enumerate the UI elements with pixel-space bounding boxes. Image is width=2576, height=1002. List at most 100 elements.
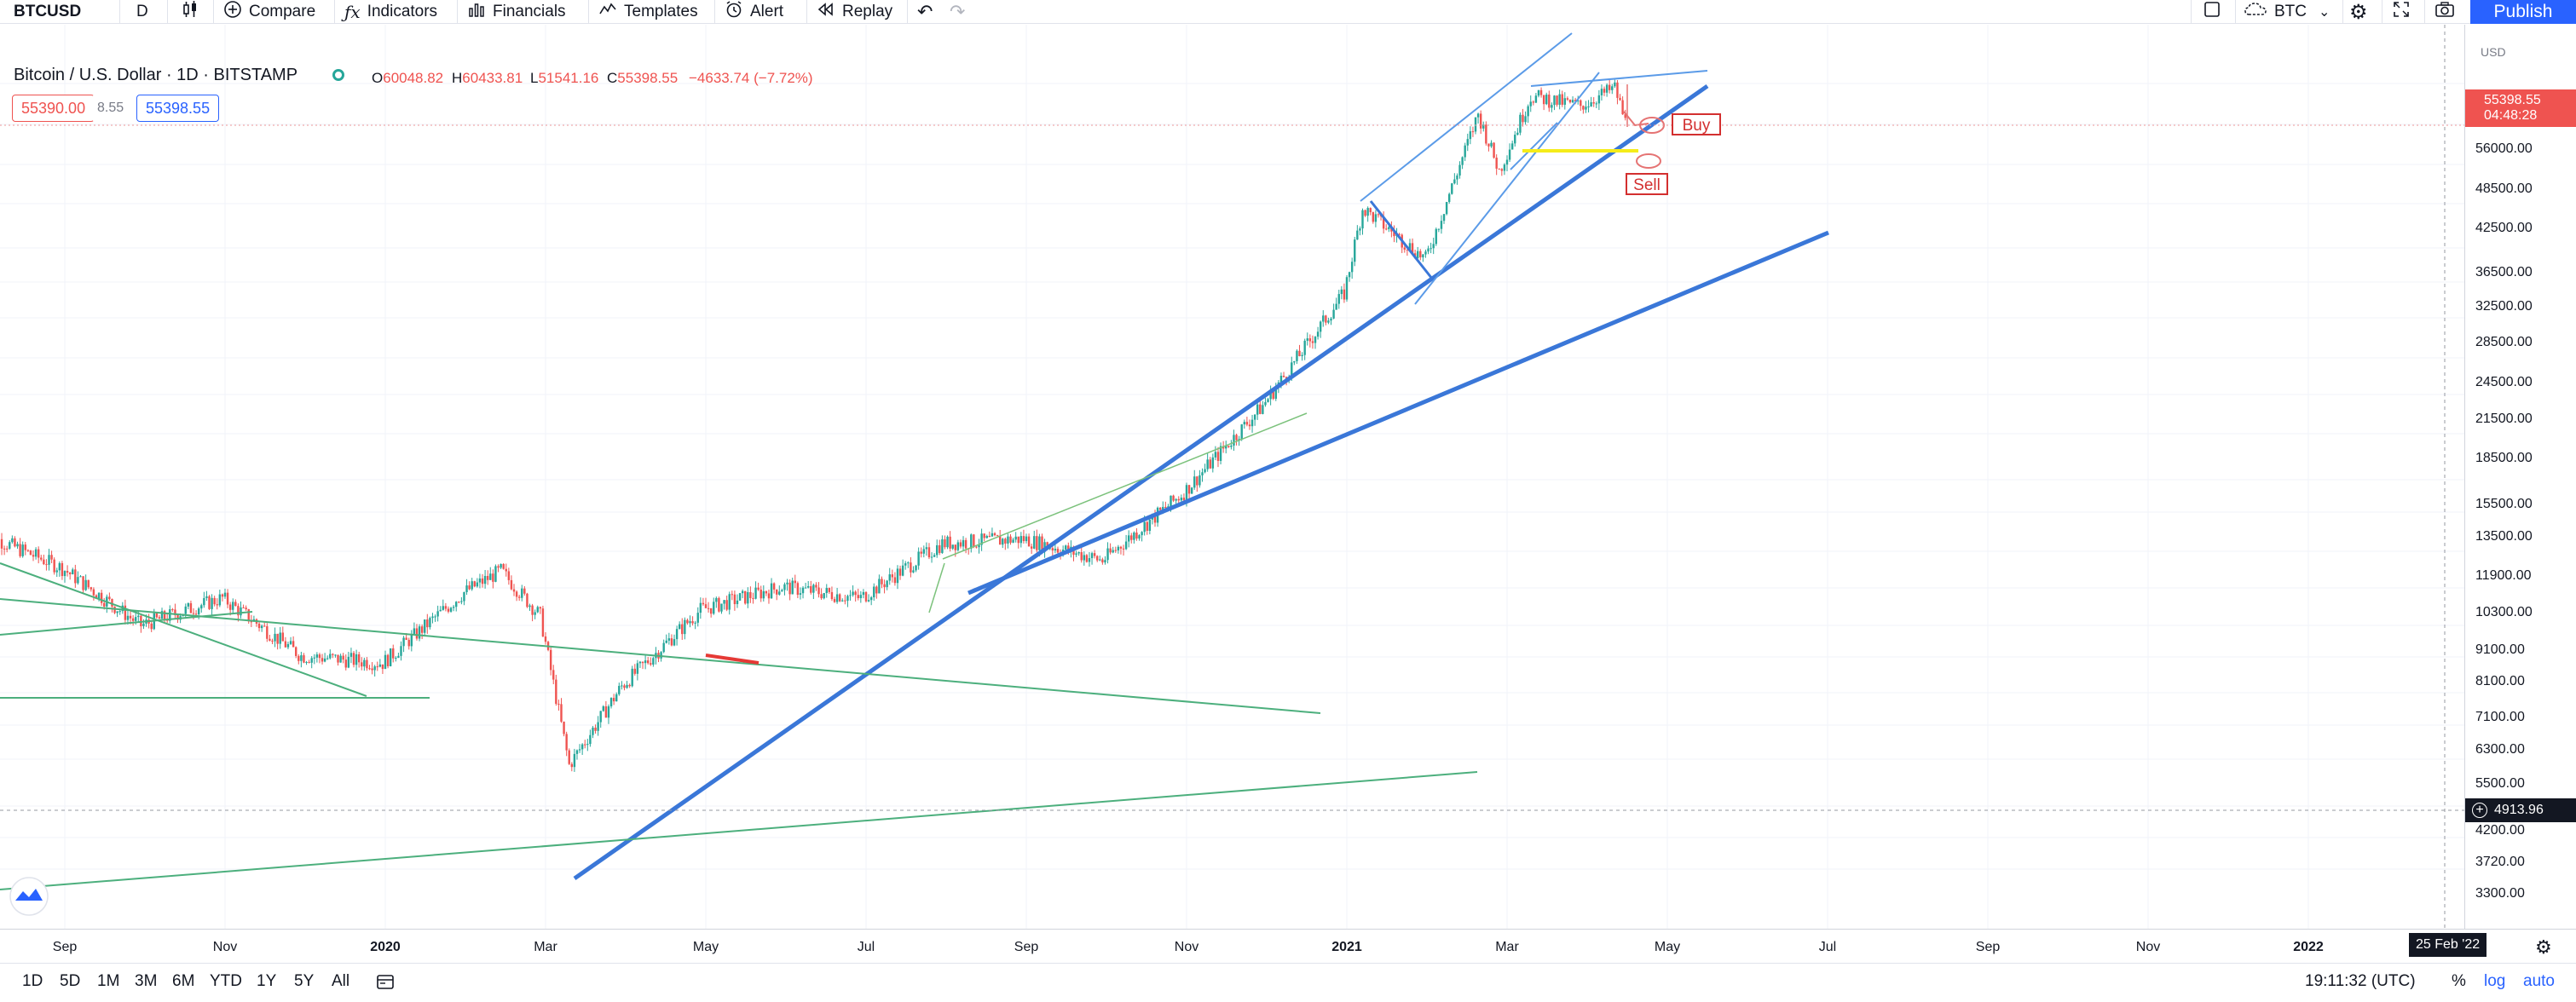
candle-body [765,590,768,594]
price-axis[interactable]: 64000.0056000.0048500.0042500.0036500.00… [2464,25,2576,929]
candle-body [189,602,193,613]
alert-button[interactable]: Alert [725,0,783,24]
utc-clock[interactable]: 19:11:32 (UTC) [2305,972,2416,990]
snapshot-button[interactable] [2434,0,2455,24]
candle-body [626,684,628,688]
channel-upper-blue[interactable] [1360,32,1573,202]
auto-toggle[interactable]: auto [2523,972,2555,990]
candle-body [53,559,55,573]
candle-body [886,580,888,588]
candle-body [1571,100,1574,103]
chart-pane[interactable]: Buy Sell Bitcoin / U.S. Dollar · 1D · BI… [0,25,2464,929]
candle-body [228,604,232,610]
ask-price-box[interactable]: 55398.55 [136,95,220,122]
range-button-6m[interactable]: 6M [172,972,195,990]
chart-type-button[interactable] [181,0,206,24]
candle-body [1056,549,1060,553]
candle-body [770,583,773,599]
top-resistance-line[interactable] [1530,70,1708,87]
sell-label[interactable]: Sell [1626,173,1668,195]
range-button-all[interactable]: All [332,972,350,990]
buy-label[interactable]: Buy [1672,113,1721,135]
candle-body [40,557,43,560]
candle-body [956,542,960,550]
publish-button[interactable]: Publish [2470,0,2576,24]
candle-body [694,622,696,624]
candle-body [584,744,586,746]
candle-body [1296,350,1298,361]
trend-line-green-down[interactable] [0,598,1321,714]
candle-body [883,584,886,588]
candle-body [1366,208,1369,216]
candle-body [1012,539,1014,543]
market-status-icon[interactable] [332,69,344,81]
channel-upper-green[interactable] [942,412,1308,560]
candle-body [1374,214,1378,222]
compare-button[interactable]: Compare [223,0,315,24]
candle-body [589,734,592,745]
candle-body [118,611,121,613]
red-segment[interactable] [705,654,760,665]
symbol-search[interactable]: BTCUSD [14,0,81,24]
candle-body [869,597,873,601]
trend-line-long[interactable] [967,230,1829,596]
candle-body [250,621,253,623]
candle-body [859,595,863,599]
candle-body [1603,89,1606,93]
candle-body [1503,164,1506,171]
axis-settings-button[interactable]: ⚙ [2535,936,2552,959]
candle-body [392,648,395,659]
channel-lower-blue[interactable] [1414,72,1600,305]
candle-body [158,617,161,619]
percent-toggle[interactable]: % [2452,972,2466,990]
candle-body [84,579,87,590]
range-button-1m[interactable]: 1M [97,972,120,990]
financials-button[interactable]: Financials [467,0,566,24]
candle-body [539,607,542,609]
channel-inner-blue[interactable] [1510,122,1558,170]
candle-body [778,591,781,595]
candle-body [300,655,303,661]
trend-line-green-bottom[interactable] [0,771,1478,890]
candle-body [893,577,897,584]
candle-body [240,607,242,616]
range-button-5d[interactable]: 5D [60,972,81,990]
time-axis[interactable]: Sep Nov 2020 Mar May Jul Sep Nov 2021 Mar May Jul Se… [0,929,2576,963]
candle-body [1545,95,1548,105]
candle-body [1177,498,1180,501]
redo-button[interactable]: ↷ [950,0,965,24]
range-button-5y[interactable]: 5Y [294,972,315,990]
bid-price-box[interactable]: 55390.00 [12,95,95,122]
log-toggle[interactable]: log [2484,972,2506,990]
trend-line-steep[interactable] [573,84,1709,881]
channel-edge-green[interactable] [928,562,945,613]
settings-button[interactable]: ⚙ [2349,0,2368,24]
layout-button[interactable] [2203,0,2221,24]
replay-button[interactable]: Replay [817,0,892,24]
candle-body [941,538,944,553]
templates-button[interactable]: Templates [598,0,698,24]
correction-line[interactable] [1369,200,1434,279]
trend-line-green-short[interactable] [0,611,253,636]
financials-label: Financials [493,3,566,20]
price-tick-label: 9100.00 [2475,642,2525,657]
tradingview-logo[interactable] [9,877,49,916]
goto-date-button[interactable] [375,972,396,996]
range-button-1d[interactable]: 1D [22,972,43,990]
indicators-button[interactable]: ƒx Indicators [344,0,437,24]
undo-button[interactable]: ↶ [917,0,933,24]
interval-button[interactable]: D [136,0,148,24]
candle-body [266,626,269,639]
time-tick-label: Sep [1975,940,2001,954]
range-button-3m[interactable]: 3M [135,972,158,990]
cloud-icon [2244,0,2267,24]
currency-button[interactable]: BTC ⌄ [2244,0,2330,24]
chart-canvas[interactable]: Buy Sell [0,25,2464,929]
range-button-ytd[interactable]: YTD [210,972,242,990]
candle-body [1556,95,1558,105]
fullscreen-button[interactable] [2392,0,2411,24]
range-button-1y[interactable]: 1Y [257,972,277,990]
plus-circle-icon[interactable]: + [2472,803,2487,818]
candle-body [791,580,794,595]
trend-line-green-steep[interactable] [0,562,367,697]
